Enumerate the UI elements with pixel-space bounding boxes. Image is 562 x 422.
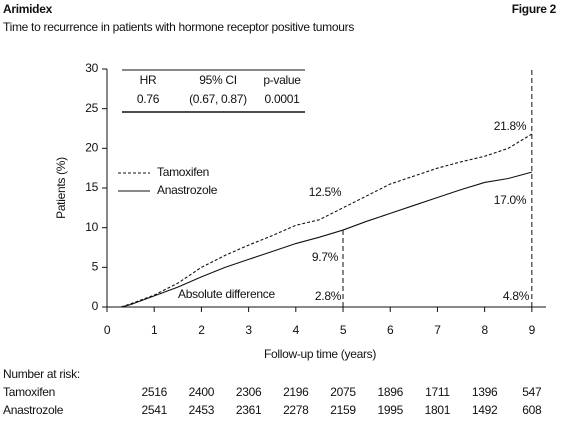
x-tick-label: 9: [529, 323, 536, 337]
annotation: 17.0%: [494, 193, 527, 207]
x-tick-label: 4: [293, 323, 300, 337]
risk-value: 2075: [330, 385, 356, 399]
y-tick-label: 30: [85, 61, 98, 75]
chart-title: Arimidex: [3, 2, 53, 16]
risk-row-label: Tamoxifen: [3, 385, 55, 399]
x-axis-label: Follow-up time (years): [264, 347, 376, 361]
table-header: 95% CI: [199, 73, 237, 87]
y-tick-label: 25: [85, 101, 98, 115]
series-line: [121, 171, 532, 308]
risk-value: 2306: [236, 385, 262, 399]
risk-value: 2400: [189, 385, 215, 399]
chart-subtitle: Time to recurrence in patients with horm…: [3, 20, 354, 34]
x-tick-label: 1: [151, 323, 158, 337]
risk-value: 2196: [283, 385, 309, 399]
series-line: [120, 133, 533, 308]
x-tick-label: 8: [481, 323, 488, 337]
risk-value: 1492: [472, 403, 498, 417]
y-tick-label: 15: [85, 180, 98, 194]
x-tick-label: 3: [245, 323, 252, 337]
legend-label: Anastrozole: [157, 183, 218, 197]
risk-value: 608: [522, 403, 542, 417]
risk-value: 547: [522, 385, 542, 399]
risk-value: 2453: [189, 403, 215, 417]
y-tick-label: 20: [85, 141, 98, 155]
risk-value: 2278: [283, 403, 309, 417]
risk-value: 1896: [377, 385, 403, 399]
table-cell: 0.0001: [265, 92, 301, 106]
risk-title: Number at risk:: [3, 367, 80, 381]
risk-value: 2159: [330, 403, 356, 417]
risk-value: 1396: [472, 385, 498, 399]
risk-value: 1801: [425, 403, 451, 417]
x-tick-label: 2: [198, 323, 205, 337]
figure-label: Figure 2: [512, 2, 557, 16]
y-tick-label: 10: [85, 220, 98, 234]
table-cell: (0.67, 0.87): [189, 92, 247, 106]
table-header: p-value: [263, 73, 301, 87]
risk-value: 1995: [377, 403, 403, 417]
risk-value: 2361: [236, 403, 262, 417]
annotation: 21.8%: [494, 119, 527, 133]
annotation: 2.8%: [315, 289, 342, 303]
table-cell: 0.76: [137, 92, 160, 106]
y-tick-label: 0: [92, 299, 99, 313]
x-tick-label: 0: [104, 323, 111, 337]
table-header: HR: [140, 73, 157, 87]
x-tick-label: 5: [340, 323, 347, 337]
annotation: 4.8%: [503, 289, 530, 303]
risk-value: 2516: [141, 385, 167, 399]
y-axis-label: Patients (%): [54, 157, 68, 219]
annotation: Absolute difference: [178, 287, 275, 301]
risk-value: 2541: [141, 403, 167, 417]
annotation: 9.7%: [312, 250, 339, 264]
legend-label: Tamoxifen: [157, 165, 209, 179]
x-tick-label: 6: [387, 323, 394, 337]
x-tick-label: 7: [434, 323, 441, 337]
annotation: 12.5%: [309, 185, 342, 199]
risk-row-label: Anastrozole: [3, 403, 64, 417]
risk-value: 1711: [425, 385, 450, 399]
y-tick-label: 5: [92, 260, 99, 274]
